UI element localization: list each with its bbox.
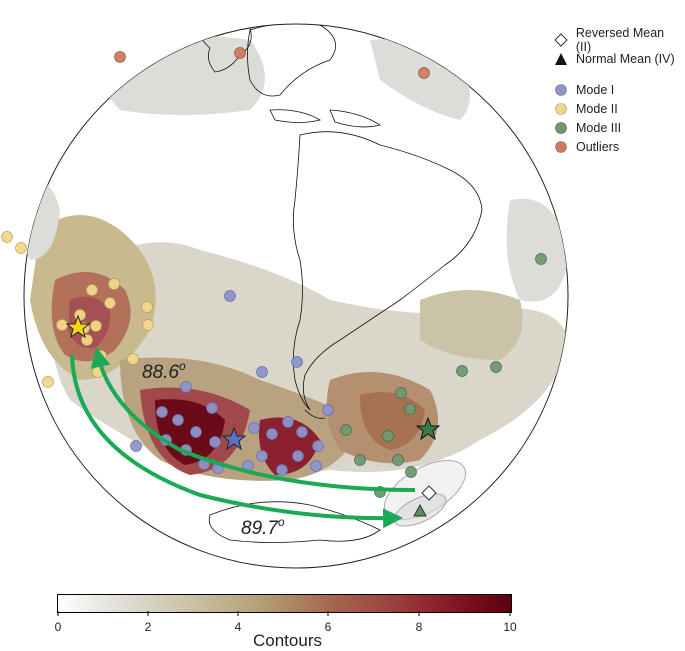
site-point (490, 361, 502, 373)
legend-label: Reversed Mean (II) (575, 25, 665, 54)
site-point (340, 424, 352, 436)
reversed-mean-marker (421, 485, 437, 501)
colorbar-tick-label: 0 (54, 620, 62, 634)
colorbar-tick-label: 10 (503, 620, 517, 634)
legend-reversed-mean: Reversed Mean (II) (552, 26, 682, 54)
white-diamond-icon (552, 32, 570, 47)
site-point (291, 356, 303, 368)
coastlines (199, 24, 483, 543)
site-point (418, 67, 430, 79)
site-point (535, 253, 547, 265)
rotation-arrow-upper (90, 347, 416, 492)
legend-mode3: Mode III (552, 118, 682, 137)
site-point (256, 366, 268, 378)
site-point (1, 231, 13, 243)
site-point (256, 450, 268, 462)
mode1-points (130, 290, 334, 476)
site-point (206, 402, 218, 414)
outlier-points (114, 47, 430, 79)
legend: Reversed Mean (II) Normal Mean (IV) Mode… (552, 26, 682, 156)
site-point (395, 387, 407, 399)
site-point (42, 376, 54, 388)
site-point (190, 426, 202, 438)
colorbar-ticks (57, 611, 511, 616)
site-point (104, 297, 116, 309)
colorbar-title: Contours (253, 631, 322, 650)
site-point (234, 47, 246, 59)
site-point (404, 403, 416, 415)
colorbar-tick-labels: 0 2 4 6 8 10 (54, 620, 517, 636)
mode2-dot-icon (552, 102, 570, 116)
site-point (392, 454, 404, 466)
site-point (322, 404, 334, 416)
site-point (15, 242, 27, 254)
site-point (266, 428, 278, 440)
site-point (180, 381, 192, 393)
site-point (156, 406, 168, 418)
black-triangle-icon (552, 52, 570, 66)
colorbar-tick-label: 6 (324, 620, 332, 634)
legend-label: Mode III (576, 120, 622, 135)
site-point (114, 51, 126, 63)
site-point (142, 319, 154, 331)
legend-label: Outliers (576, 139, 620, 154)
angle-label-2: 89.7o (241, 515, 285, 539)
site-point (276, 464, 288, 476)
site-point (296, 426, 308, 438)
legend-normal-mean: Normal Mean (IV) (552, 49, 682, 68)
angle-label-1: 88.6o (142, 359, 186, 383)
site-point (282, 416, 294, 428)
legend-mode1: Mode I (552, 80, 682, 99)
site-point (81, 334, 93, 346)
mode1-mean-star (221, 426, 247, 451)
site-point (130, 440, 142, 452)
site-point (141, 301, 153, 313)
colorbar-tick-label: 8 (415, 620, 423, 634)
mode3-dot-icon (552, 121, 570, 135)
site-point (56, 319, 68, 331)
site-point (90, 320, 102, 332)
site-point (292, 450, 304, 462)
site-point (310, 460, 322, 472)
site-point (382, 430, 394, 442)
legend-label: Normal Mean (IV) (576, 51, 675, 66)
mode2-mean-star (65, 314, 91, 339)
site-point (108, 278, 120, 290)
site-point (248, 422, 260, 434)
colorbar-tick-label: 4 (234, 620, 242, 634)
mode3-mean-star (415, 416, 441, 441)
legend-outliers: Outliers (552, 137, 682, 156)
site-point (456, 365, 468, 377)
mode1-dot-icon (552, 83, 570, 97)
site-point (312, 440, 324, 452)
mode3-points (340, 253, 547, 498)
colorbar (57, 594, 512, 613)
rotation-arrow-lower (70, 354, 403, 529)
legend-label: Mode I (576, 82, 615, 97)
legend-label: Mode II (576, 101, 618, 116)
outlier-dot-icon (552, 140, 570, 154)
site-point (209, 436, 221, 448)
normal-mean-marker (413, 503, 427, 517)
site-point (127, 353, 139, 365)
site-point (405, 466, 417, 478)
colorbar-tick-label: 2 (144, 620, 152, 634)
site-point (86, 284, 98, 296)
site-points (1, 47, 547, 498)
site-point (74, 309, 86, 321)
site-point (354, 454, 366, 466)
site-point (172, 414, 184, 426)
site-point (224, 290, 236, 302)
legend-mode2: Mode II (552, 99, 682, 118)
